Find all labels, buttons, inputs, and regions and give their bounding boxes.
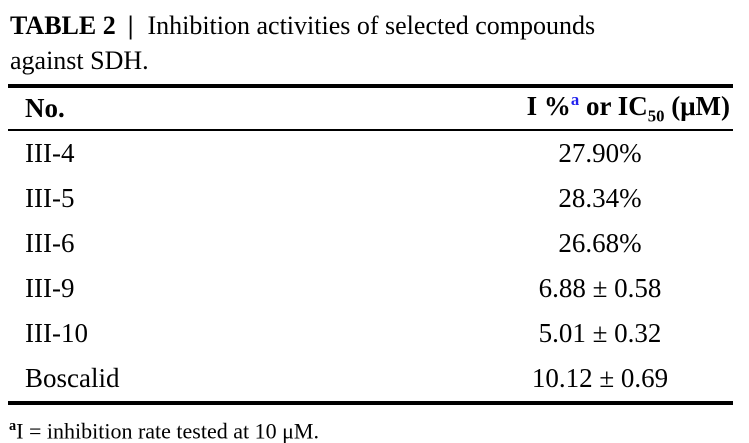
cell-compound-no: III-4 [25,138,75,168]
cell-activity-value: 28.34% [558,183,642,213]
cell-activity-value: 6.88 ± 0.58 [538,273,662,303]
cell-compound-no: III-9 [25,273,75,303]
table-footnote: aI = inhibition rate tested at 10 μM. [8,412,733,443]
table-header-row: No. I %a or IC50 (μM) [8,88,733,129]
caption-text: Inhibition activities of selected compou… [147,11,596,40]
cell-compound-no: III-6 [25,228,75,258]
header-bottom-rule [8,129,733,131]
column-header-value: I %a or IC50 (μM) [527,90,733,126]
table-bottom-rule [8,401,733,405]
table-row: III-4 27.90% [8,131,733,176]
column-header-no: No. [25,93,65,123]
footnote-text: I = inhibition rate tested at 10 μM. [16,418,319,443]
table-caption: TABLE 2 | Inhibition activities of selecte… [8,8,733,78]
table-row: III-5 28.34% [8,176,733,221]
col2-header-mid: or IC [579,91,648,122]
caption-line1: TABLE 2 | Inhibition activities of selecte… [10,8,733,43]
table-row: Boscalid 10.12 ± 0.69 [8,356,733,401]
cell-activity-value: 10.12 ± 0.69 [531,363,669,393]
cell-compound-no: III-5 [25,183,75,213]
table-body: III-4 27.90% III-5 28.34% III-6 26.68% I… [8,131,733,401]
table-row: III-9 6.88 ± 0.58 [8,266,733,311]
col2-header-suffix: (μM) [664,91,730,122]
cell-activity-value: 5.01 ± 0.32 [538,318,662,348]
cell-activity-value: 27.90% [558,138,642,168]
cell-compound-no: Boscalid [25,363,120,393]
col2-footnote-marker: a [570,90,580,110]
table-row: III-10 5.01 ± 0.32 [8,311,733,356]
footnote-marker: a [9,418,17,434]
table-top-rule [8,84,733,88]
caption-line2: against SDH. [10,46,149,75]
table-row: III-6 26.68% [8,221,733,266]
pipe-separator: | [127,11,134,40]
col2-header-prefix: I % [526,91,571,122]
table-label: TABLE 2 [10,11,116,40]
col2-header-subscript: 50 [647,106,665,126]
cell-activity-value: 26.68% [558,228,642,258]
cell-compound-no: III-10 [25,318,88,348]
